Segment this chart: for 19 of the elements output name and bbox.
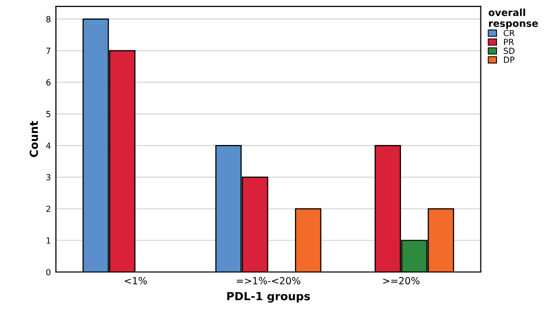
x-tick-label: <1% [124, 277, 147, 284]
y-tick-label: 0 [46, 268, 50, 276]
x-tick-label: >=20% [383, 277, 420, 284]
y-tick-label: 1 [46, 237, 50, 244]
x-axis-title: PDL-1 groups [227, 292, 310, 303]
y-tick-label: 2 [46, 206, 50, 212]
y-tick-label: 5 [46, 110, 50, 118]
y-tick-label: 7 [46, 48, 50, 54]
y-tick-label: 4 [46, 142, 51, 149]
legend-title: overall response [488, 8, 538, 29]
y-tick-label: 6 [46, 79, 51, 86]
y-tick-label: 8 [46, 16, 50, 22]
y-axis-title: Count [30, 120, 38, 158]
y-tick-label: 3 [46, 174, 50, 180]
legend-label: DP [504, 56, 514, 63]
legend-label: PR [504, 38, 514, 45]
legend-label: CR [504, 30, 515, 36]
legend-label: SD [504, 48, 514, 54]
x-tick-label: =>1%-<20% [236, 277, 300, 284]
